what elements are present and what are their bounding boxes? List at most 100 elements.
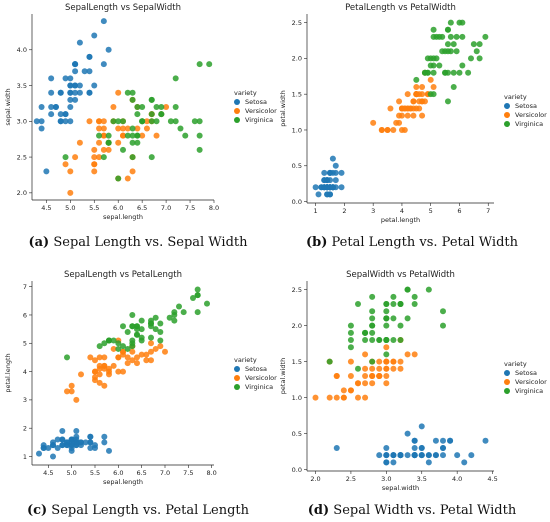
- data-point: [106, 447, 112, 454]
- data-point: [196, 132, 203, 139]
- data-point: [482, 33, 489, 40]
- data-point: [129, 348, 136, 355]
- data-point: [333, 444, 340, 451]
- data-point: [404, 351, 411, 358]
- data-point: [148, 154, 155, 161]
- data-point: [456, 69, 463, 76]
- data-point: [453, 48, 460, 55]
- legend-marker: [234, 99, 240, 105]
- legend-entry: Versicolor: [515, 378, 547, 386]
- legend-entry: Versicolor: [245, 374, 277, 382]
- x-tick-label: 8.0: [209, 204, 219, 212]
- data-point: [355, 301, 361, 308]
- x-tick-label: 5: [429, 207, 433, 215]
- data-point: [376, 373, 383, 379]
- data-point: [48, 75, 55, 82]
- data-point: [176, 303, 182, 310]
- data-point: [106, 337, 112, 344]
- legend-entry: Versicolor: [245, 107, 277, 115]
- x-tick-label: 2: [342, 207, 346, 215]
- data-point: [64, 354, 70, 361]
- data-point: [124, 354, 131, 361]
- data-point: [369, 337, 376, 344]
- data-point: [134, 104, 141, 110]
- data-point: [347, 344, 354, 351]
- data-point: [390, 293, 397, 300]
- x-tick-label: 3.0: [381, 475, 391, 483]
- y-tick-label: 7: [23, 283, 27, 291]
- data-point: [450, 84, 457, 91]
- x-tick-label: 6: [457, 207, 461, 215]
- data-point: [91, 82, 98, 89]
- data-point: [120, 146, 126, 153]
- data-point: [100, 61, 107, 68]
- legend-entry: Setosa: [515, 369, 537, 377]
- data-point: [196, 61, 203, 68]
- data-point: [152, 314, 159, 321]
- data-point: [120, 351, 126, 358]
- data-point: [40, 445, 47, 452]
- data-point: [62, 118, 69, 125]
- x-tick-label: 4.0: [452, 475, 462, 483]
- data-point: [473, 48, 480, 55]
- data-point: [362, 373, 369, 379]
- legend-entry: Setosa: [245, 365, 267, 373]
- data-point: [390, 358, 397, 365]
- caption-text: Sepal Length vs. Petal Length: [47, 503, 249, 518]
- data-point: [321, 169, 328, 176]
- data-point: [134, 125, 141, 132]
- data-point: [432, 437, 439, 444]
- data-point: [96, 139, 103, 146]
- data-point: [376, 452, 383, 459]
- caption-label: (c): [27, 503, 47, 518]
- y-tick-label: 4: [23, 368, 27, 376]
- data-point: [105, 46, 112, 53]
- data-point: [424, 55, 431, 62]
- data-point: [120, 125, 126, 132]
- data-point: [465, 69, 472, 76]
- data-point: [157, 320, 164, 327]
- data-point: [425, 452, 432, 459]
- data-point: [138, 326, 145, 333]
- data-point: [110, 345, 117, 352]
- data-point: [96, 118, 103, 125]
- x-tick-label: 3: [371, 207, 375, 215]
- series-setosa: [36, 428, 112, 460]
- legend-marker: [234, 366, 240, 372]
- data-point: [82, 439, 89, 446]
- series-virginica: [64, 286, 210, 361]
- data-point: [418, 444, 425, 451]
- data-point: [411, 452, 418, 459]
- y-tick-label: 3: [23, 396, 27, 404]
- data-point: [383, 351, 390, 358]
- data-point: [396, 98, 403, 105]
- data-point: [110, 337, 117, 344]
- data-point: [383, 444, 390, 451]
- x-tick-label: 1: [314, 207, 318, 215]
- data-point: [411, 437, 418, 444]
- data-point: [72, 61, 79, 68]
- data-point: [450, 41, 457, 48]
- data-point: [425, 286, 432, 293]
- legend-entry: Virginica: [515, 120, 543, 128]
- data-point: [129, 89, 136, 96]
- data-point: [383, 459, 390, 466]
- data-point: [430, 91, 437, 98]
- data-point: [332, 177, 339, 184]
- subfigure-caption: (d) Sepal Width vs. Petal Width: [308, 503, 517, 518]
- data-point: [148, 118, 155, 125]
- legend-marker: [504, 379, 510, 385]
- data-point: [404, 315, 411, 322]
- y-tick-label: 1: [23, 453, 27, 461]
- data-point: [129, 154, 136, 161]
- data-point: [404, 286, 411, 293]
- data-point: [54, 445, 61, 452]
- data-point: [447, 437, 454, 444]
- data-point: [355, 365, 361, 372]
- data-point: [158, 104, 165, 110]
- series-versicolor: [64, 337, 168, 403]
- data-point: [362, 380, 369, 387]
- data-point: [57, 118, 64, 125]
- data-point: [115, 345, 122, 352]
